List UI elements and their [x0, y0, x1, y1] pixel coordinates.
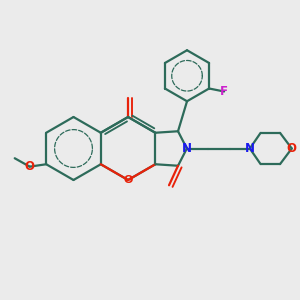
Text: O: O [25, 160, 35, 173]
Text: O: O [123, 175, 133, 185]
Text: N: N [182, 142, 192, 155]
Text: N: N [245, 142, 255, 155]
Text: F: F [220, 85, 228, 98]
Text: O: O [287, 142, 297, 155]
